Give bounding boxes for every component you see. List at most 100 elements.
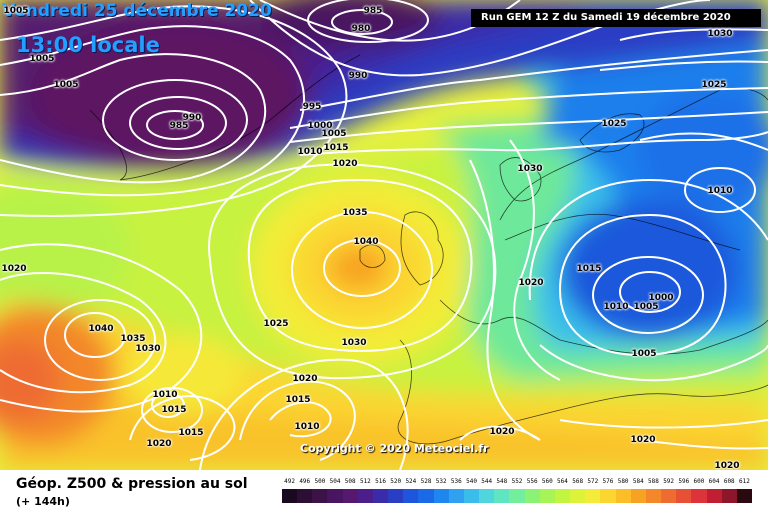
isobar-label: 1020 — [714, 461, 740, 470]
isobar-label: 1015 — [285, 395, 311, 405]
scale-value-label: 516 — [375, 478, 386, 485]
scale-swatch — [327, 489, 344, 503]
isobar-label: 1015 — [323, 143, 349, 153]
isobar-label: 1030 — [707, 29, 733, 39]
isobar-label: 985 — [363, 6, 383, 16]
forecast-time: 13:00 locale — [16, 33, 160, 57]
scale-value-label: 520 — [390, 478, 402, 485]
scale-value-label: 528 — [420, 478, 432, 485]
isobar-label: 1005 — [321, 129, 347, 139]
scale-swatch — [297, 489, 313, 503]
scale-swatch — [342, 489, 359, 503]
color-field-blobs — [0, 0, 768, 470]
scale-swatch — [388, 489, 404, 503]
scale-value-label: 592 — [663, 478, 675, 485]
scale-swatch — [448, 489, 465, 503]
scale-value-label: 552 — [511, 478, 523, 485]
scale-swatch — [645, 489, 662, 503]
scale-value-label: 508 — [344, 478, 356, 485]
isobar-label: 1035 — [120, 334, 146, 344]
legend-title: Géop. Z500 & pression au sol — [16, 476, 248, 492]
scale-value-label: 576 — [602, 478, 614, 485]
scale-swatch — [357, 489, 374, 503]
scale-value-label: 548 — [496, 478, 508, 485]
isobar-label: 1005 — [3, 6, 29, 16]
scale-value-label: 560 — [541, 478, 553, 485]
scale-swatch — [312, 489, 328, 503]
scale-swatch — [691, 489, 707, 503]
scale-value-label: 568 — [572, 478, 584, 485]
scale-swatch — [570, 489, 586, 503]
isobar-label: 1025 — [263, 319, 289, 329]
isobar-label: 1035 — [342, 208, 368, 218]
scale-value-label: 588 — [648, 478, 659, 485]
isobar-label: 1030 — [135, 344, 161, 354]
isobar-label: 995 — [302, 102, 322, 112]
scale-swatch — [630, 489, 647, 503]
scale-swatch — [736, 489, 753, 503]
legend-panel: Géop. Z500 & pression au sol (+ 144h) 49… — [0, 470, 768, 512]
scale-swatch — [479, 489, 495, 503]
isobar-label: 1020 — [489, 427, 515, 437]
legend-subtitle: (+ 144h) — [16, 495, 70, 508]
isobar-label: 980 — [351, 24, 371, 34]
scale-swatch — [494, 489, 510, 503]
isobar-label: 990 — [182, 113, 202, 123]
isobar-label: 1010 — [707, 186, 733, 196]
scale-swatch — [585, 489, 601, 503]
isobar-label: 1020 — [332, 159, 358, 169]
scale-value-label: 504 — [329, 478, 341, 485]
scale-value-label: 572 — [587, 478, 599, 485]
scale-value-label: 612 — [738, 478, 750, 485]
isobar-label: 1010 — [603, 302, 629, 312]
scale-swatch — [418, 489, 435, 503]
scale-value-label: 500 — [314, 478, 326, 485]
isobar-label: 1020 — [630, 435, 656, 445]
isobar-label: 1010 — [294, 422, 320, 432]
scale-value-label: 600 — [693, 478, 705, 485]
map-area: Vendredi 25 décembre 2020 13:00 locale R… — [0, 0, 768, 470]
isobar-label: 1040 — [88, 324, 114, 334]
scale-value-label: 544 — [481, 478, 493, 485]
scale-value-label: 496 — [299, 478, 311, 485]
scale-value-label: 580 — [617, 478, 629, 485]
scale-swatch — [600, 489, 617, 503]
scale-value-label: 596 — [678, 478, 690, 485]
scale-value-label: 556 — [526, 478, 538, 485]
color-scale-labels: 492 496 500 504 508 512 516 520 524 528 532 536 540 5… — [282, 478, 752, 488]
isobar-label: 1010 — [297, 147, 323, 157]
isobar-label: 1005 — [29, 54, 55, 64]
model-run-info: Run GEM 12 Z du Samedi 19 décembre 2020 — [471, 9, 761, 27]
isobar-label: 1000 — [648, 293, 674, 303]
scale-swatch — [676, 489, 692, 503]
scale-swatch — [282, 489, 298, 503]
scale-value-label: 608 — [723, 478, 735, 485]
isobar-label: 985 — [169, 121, 189, 131]
scale-swatch — [615, 489, 632, 503]
geopotential-field — [0, 0, 768, 470]
isobar-label: 1030 — [517, 164, 543, 174]
isobar-label: 1015 — [576, 264, 602, 274]
isobar-label: 990 — [348, 71, 368, 81]
scale-value-label: 536 — [450, 478, 462, 485]
scale-swatch — [403, 489, 419, 503]
scale-swatch — [706, 489, 723, 503]
isobar-label: 1030 — [341, 338, 367, 348]
scale-value-label: 540 — [466, 478, 477, 485]
scale-value-label: 604 — [708, 478, 720, 485]
isobar-label: 1005 — [53, 80, 79, 90]
isobar-label: 1020 — [518, 278, 544, 288]
scale-value-label: 584 — [632, 478, 644, 485]
scale-value-label: 492 — [284, 478, 296, 485]
isobar-label: 1020 — [1, 264, 27, 274]
isobar-label: 1015 — [161, 405, 187, 415]
scale-swatch — [372, 489, 389, 503]
isobar-label: 1025 — [601, 119, 627, 129]
scale-swatch — [524, 489, 541, 503]
scale-swatch — [463, 489, 480, 503]
forecast-date: Vendredi 25 décembre 2020 — [2, 1, 272, 21]
scale-swatch — [721, 489, 738, 503]
isobar-label: 1025 — [701, 80, 727, 90]
scale-swatch — [661, 489, 677, 503]
